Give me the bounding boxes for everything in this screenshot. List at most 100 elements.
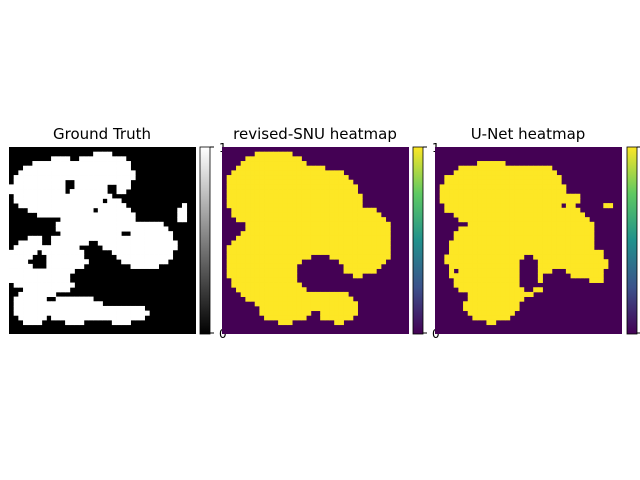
heatmap-cell bbox=[259, 226, 265, 232]
heatmap-cell bbox=[278, 207, 284, 213]
heatmap-cell bbox=[542, 175, 548, 181]
heatmap-cell bbox=[23, 170, 29, 176]
heatmap-cell bbox=[570, 207, 576, 213]
heatmap-cell bbox=[60, 226, 66, 232]
heatmap-cell bbox=[458, 207, 464, 213]
heatmap-cell bbox=[32, 319, 38, 326]
heatmap-cell bbox=[593, 277, 600, 283]
heatmap-cell bbox=[537, 203, 543, 209]
heatmap-cell bbox=[13, 273, 19, 279]
heatmap-cell bbox=[519, 170, 525, 176]
heatmap-cell bbox=[23, 203, 29, 209]
heatmap-cell bbox=[121, 226, 127, 232]
heatmap-cell bbox=[37, 184, 43, 190]
heatmap-cell bbox=[579, 240, 585, 246]
heatmap-cell bbox=[449, 245, 455, 251]
heatmap-cell bbox=[551, 217, 557, 223]
heatmap-cell bbox=[41, 203, 47, 209]
heatmap-cell bbox=[149, 263, 155, 269]
heatmap-cell bbox=[93, 151, 99, 157]
heatmap-cell bbox=[458, 193, 464, 199]
heatmap-cell bbox=[486, 184, 492, 190]
heatmap-cell bbox=[102, 231, 108, 237]
heatmap-cell bbox=[79, 156, 85, 162]
heatmap-cell bbox=[453, 207, 459, 213]
heatmap-cell bbox=[273, 287, 279, 293]
heatmap-cell bbox=[51, 212, 57, 218]
heatmap-cell bbox=[458, 287, 464, 293]
heatmap-cell bbox=[51, 240, 57, 246]
heatmap-cell bbox=[125, 259, 131, 265]
heatmap-cell bbox=[153, 249, 159, 255]
heatmap-cell bbox=[477, 287, 483, 293]
heatmap-cell bbox=[570, 226, 576, 232]
heatmap-cell bbox=[144, 235, 150, 241]
heatmap-cell bbox=[130, 310, 136, 316]
heatmap-cell bbox=[250, 175, 256, 181]
heatmap-cell bbox=[245, 175, 251, 181]
heatmap-cell bbox=[444, 254, 450, 260]
heatmap-cell bbox=[13, 282, 19, 288]
heatmap-cell bbox=[121, 207, 127, 213]
heatmap-cell bbox=[505, 212, 511, 218]
heatmap-cell bbox=[83, 259, 89, 265]
heatmap-cell bbox=[41, 245, 47, 251]
heatmap-cell bbox=[236, 273, 242, 279]
heatmap-cell bbox=[102, 245, 108, 251]
heatmap-cell bbox=[472, 226, 478, 232]
heatmap-cell bbox=[458, 240, 464, 246]
heatmap-cell bbox=[491, 240, 497, 246]
heatmap-cell bbox=[27, 203, 33, 209]
heatmap-cell bbox=[486, 310, 492, 316]
heatmap-cell bbox=[467, 198, 473, 204]
heatmap-cell bbox=[93, 189, 99, 195]
heatmap-cell bbox=[301, 179, 307, 185]
heatmap-cell bbox=[69, 207, 75, 213]
heatmap-cell bbox=[55, 179, 61, 185]
heatmap-cell bbox=[27, 273, 33, 279]
heatmap-cell bbox=[125, 235, 131, 241]
heatmap-cell bbox=[79, 175, 85, 181]
heatmap-cell bbox=[69, 319, 75, 326]
heatmap-cell bbox=[88, 212, 94, 218]
heatmap-cell bbox=[231, 277, 237, 283]
heatmap-cell bbox=[149, 249, 155, 255]
heatmap-cell bbox=[296, 235, 302, 241]
heatmap-cell bbox=[135, 249, 141, 255]
heatmap-cell bbox=[111, 179, 117, 185]
heatmap-cell bbox=[315, 179, 321, 185]
heatmap-cell bbox=[593, 259, 600, 265]
heatmap-cell bbox=[598, 254, 604, 260]
heatmap-cell bbox=[65, 203, 71, 209]
heatmap-cell bbox=[533, 217, 539, 223]
heatmap-cell bbox=[467, 282, 473, 288]
heatmap-cell bbox=[46, 198, 52, 204]
heatmap-cell bbox=[542, 207, 548, 213]
heatmap-cell bbox=[135, 245, 141, 251]
heatmap-cell bbox=[27, 310, 33, 316]
heatmap-cell bbox=[55, 273, 61, 279]
heatmap-cell bbox=[226, 254, 232, 260]
heatmap-cell bbox=[338, 226, 344, 232]
heatmap-cell bbox=[125, 212, 131, 218]
heatmap-cell bbox=[55, 203, 61, 209]
heatmap-cell bbox=[509, 268, 515, 274]
heatmap-cell bbox=[500, 277, 506, 283]
heatmap-cell bbox=[467, 221, 473, 227]
heatmap-cell bbox=[273, 189, 279, 195]
heatmap-cell bbox=[324, 296, 330, 302]
heatmap-cell bbox=[268, 235, 274, 241]
heatmap-cell bbox=[278, 156, 284, 162]
heatmap-cell bbox=[486, 268, 492, 274]
heatmap-cell bbox=[27, 207, 33, 213]
heatmap-cell bbox=[453, 212, 459, 218]
heatmap-cell bbox=[565, 212, 571, 218]
heatmap-cell bbox=[472, 231, 478, 237]
heatmap-cell bbox=[41, 291, 47, 297]
heatmap-cell bbox=[301, 254, 307, 260]
heatmap-cell bbox=[163, 249, 169, 255]
heatmap-cell bbox=[116, 240, 122, 246]
heatmap-cell bbox=[491, 193, 497, 199]
heatmap-cell bbox=[542, 217, 548, 223]
heatmap-cell bbox=[23, 287, 29, 293]
